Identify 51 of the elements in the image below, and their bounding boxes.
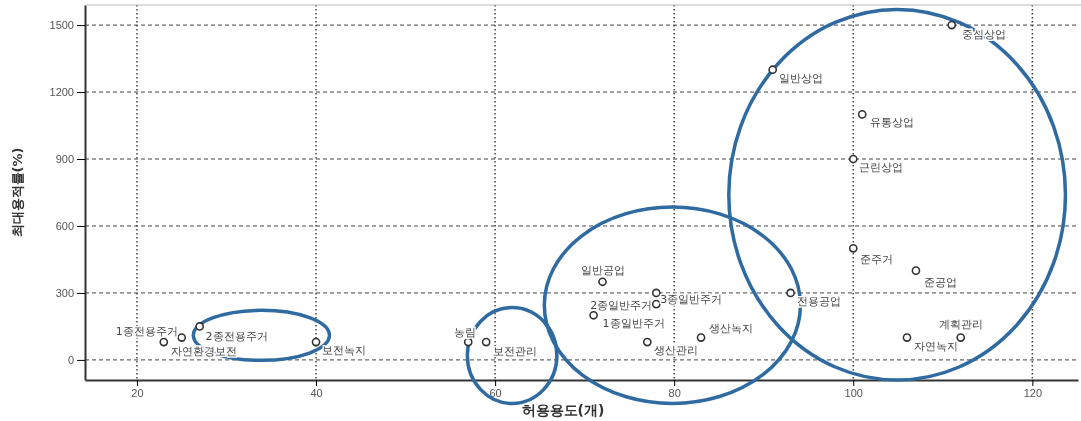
- x-tick-label: 80: [668, 386, 681, 399]
- point: [857, 110, 867, 119]
- annotation: 1종전용주거: [115, 324, 178, 338]
- y-tick-label: 1500: [49, 19, 74, 32]
- point: [786, 288, 795, 298]
- annotation: 생산녹지: [709, 321, 754, 335]
- annotation: 일반공업: [580, 263, 625, 277]
- annotation: 근린상업: [859, 161, 904, 175]
- annotation: 준주거: [860, 253, 894, 267]
- point: [768, 65, 778, 75]
- point: [947, 20, 957, 30]
- annotation: 생산관리: [654, 344, 699, 358]
- annotation: 보전관리: [493, 345, 538, 359]
- point: [911, 266, 921, 275]
- x-tick-label: 100: [844, 386, 863, 399]
- point: [195, 322, 204, 331]
- y-tick-label: 0: [67, 353, 74, 366]
- point: [598, 277, 607, 287]
- point: [651, 288, 661, 298]
- x-tick-label: 40: [310, 386, 323, 399]
- annotation: 계획관리: [938, 317, 983, 331]
- annotation: 2종일반주거: [590, 299, 653, 313]
- point: [642, 337, 652, 347]
- x-tick-label: 20: [131, 386, 144, 399]
- y-axis-title: 최대용적률(%): [10, 147, 25, 238]
- point: [159, 337, 169, 347]
- annotation: 1종일반주거: [602, 317, 665, 331]
- y-tick-label: 900: [55, 153, 74, 166]
- annotation: 일반상업: [778, 71, 823, 85]
- annotation: 보전녹지: [322, 344, 367, 358]
- x-tick-label: 120: [1023, 386, 1043, 399]
- point: [956, 333, 966, 342]
- annotation: 유통상업: [870, 116, 915, 130]
- point: [177, 333, 187, 342]
- point: [848, 243, 858, 253]
- x-tick-label: 60: [489, 386, 502, 399]
- y-tick-label: 600: [55, 220, 74, 232]
- point: [902, 333, 912, 342]
- point: [696, 333, 706, 342]
- point: [848, 154, 858, 164]
- annotation: 자연녹지: [913, 339, 958, 353]
- annotation: 3종일반주거: [660, 292, 723, 306]
- y-tick-label: 1200: [49, 86, 74, 99]
- point: [481, 337, 491, 347]
- point: [311, 337, 321, 347]
- y-tick-label: 300: [55, 286, 74, 299]
- x-axis-title: 허용용도(개): [521, 402, 605, 418]
- annotation: 준공업: [923, 275, 957, 289]
- point: [651, 299, 661, 309]
- point: [589, 310, 598, 320]
- annotation: 2종전용주거: [205, 330, 268, 344]
